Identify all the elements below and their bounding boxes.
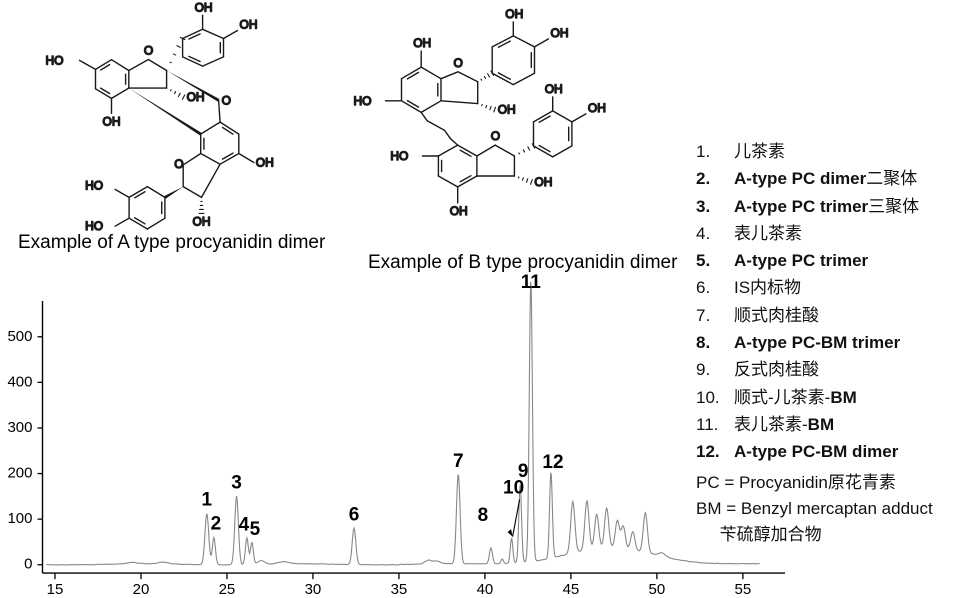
svg-text:100: 100 (7, 510, 32, 527)
svg-text:2: 2 (211, 513, 222, 534)
svg-text:min: min (799, 556, 800, 573)
svg-text:11: 11 (521, 272, 542, 293)
svg-text:50: 50 (649, 581, 666, 598)
svg-text:3: 3 (231, 472, 242, 493)
svg-text:25: 25 (219, 581, 236, 598)
svg-text:500: 500 (7, 328, 32, 345)
svg-text:40: 40 (477, 581, 494, 598)
svg-text:7: 7 (453, 451, 464, 472)
svg-text:5: 5 (250, 519, 261, 540)
svg-text:300: 300 (7, 419, 32, 436)
svg-text:6: 6 (349, 504, 360, 525)
svg-text:1: 1 (202, 490, 213, 511)
svg-text:30: 30 (305, 581, 322, 598)
svg-text:20: 20 (133, 581, 150, 598)
svg-text:45: 45 (563, 581, 580, 598)
svg-text:15: 15 (47, 581, 64, 598)
svg-text:35: 35 (391, 581, 408, 598)
svg-text:8: 8 (478, 505, 489, 526)
svg-text:0: 0 (24, 556, 32, 573)
svg-text:55: 55 (735, 581, 752, 598)
svg-text:400: 400 (7, 373, 32, 390)
svg-text:200: 200 (7, 465, 32, 482)
svg-text:9: 9 (518, 461, 529, 482)
svg-text:4: 4 (239, 514, 250, 535)
svg-text:12: 12 (542, 452, 563, 473)
